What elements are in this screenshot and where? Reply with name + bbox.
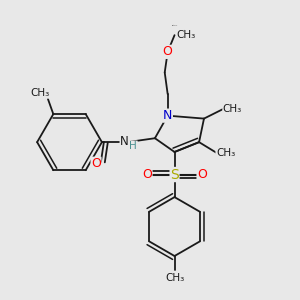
Text: H: H (129, 141, 137, 151)
Text: CH₃: CH₃ (177, 30, 196, 40)
Text: O: O (197, 168, 207, 181)
Text: S: S (170, 167, 179, 182)
Text: methoxy: methoxy (171, 25, 178, 26)
Text: CH₃: CH₃ (223, 104, 242, 114)
Text: CH₃: CH₃ (216, 148, 235, 158)
Text: N: N (163, 109, 172, 122)
Text: O: O (91, 157, 101, 170)
Text: methoxy: methoxy (182, 30, 189, 31)
Text: CH₃: CH₃ (165, 273, 184, 283)
Text: CH₃: CH₃ (30, 88, 50, 98)
Text: methoxy: methoxy (178, 30, 184, 31)
Text: O: O (142, 168, 152, 181)
Text: N: N (120, 135, 129, 148)
Text: O: O (163, 45, 172, 58)
